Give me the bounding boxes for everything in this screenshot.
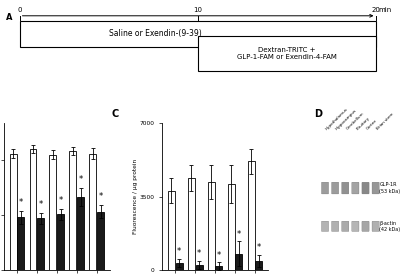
FancyBboxPatch shape [372,221,379,232]
FancyBboxPatch shape [352,182,359,194]
Text: *: * [78,175,83,184]
Bar [236,254,242,270]
Bar [69,151,76,270]
FancyBboxPatch shape [352,221,359,232]
Bar [30,149,36,270]
FancyBboxPatch shape [372,182,379,194]
FancyBboxPatch shape [20,21,376,47]
Bar [89,154,96,270]
Text: A: A [6,13,12,22]
FancyBboxPatch shape [362,182,369,194]
FancyBboxPatch shape [342,182,349,194]
Bar [188,178,195,270]
Text: 20: 20 [372,7,381,13]
Bar [10,154,16,270]
Text: 0: 0 [18,7,22,13]
Text: Brian stem: Brian stem [376,112,394,131]
Bar [50,155,56,270]
Text: D: D [314,109,322,120]
Bar [77,197,84,270]
Bar [216,266,222,270]
FancyBboxPatch shape [322,182,329,194]
FancyBboxPatch shape [332,182,339,194]
Text: 10: 10 [194,7,202,13]
Text: *: * [39,200,43,209]
Text: Hippocampus: Hippocampus [335,108,358,131]
Text: *: * [177,247,181,256]
Text: β-actin
(42 kDa): β-actin (42 kDa) [379,221,400,232]
Bar [168,190,175,270]
Text: Dextran-TRITC +
GLP-1-FAM or Exendin-4-FAM: Dextran-TRITC + GLP-1-FAM or Exendin-4-F… [237,47,337,60]
FancyBboxPatch shape [198,36,376,71]
Text: Cerebellum: Cerebellum [345,111,365,131]
Text: GLP-1R
(53 kDa): GLP-1R (53 kDa) [379,182,400,194]
Text: Pituitary: Pituitary [355,115,370,131]
Text: Cortex: Cortex [366,118,378,131]
Bar [17,217,24,270]
Text: Saline or Exendin-(9-39): Saline or Exendin-(9-39) [109,30,202,38]
Text: Hypothalamus: Hypothalamus [325,107,349,131]
Text: *: * [257,243,261,252]
FancyBboxPatch shape [332,221,339,232]
Text: C: C [112,109,119,120]
Text: *: * [58,196,63,205]
Text: *: * [237,230,241,238]
Text: *: * [217,251,221,259]
Bar [255,261,262,270]
Bar [196,265,202,270]
Text: *: * [19,198,23,207]
FancyBboxPatch shape [342,221,349,232]
Bar [97,212,104,270]
FancyBboxPatch shape [362,221,369,232]
Bar [208,182,215,270]
Bar [228,184,235,270]
Bar [57,214,64,270]
Bar [248,161,254,270]
Bar [37,218,44,270]
Y-axis label: Fluorescence / μg protein: Fluorescence / μg protein [133,159,138,234]
Text: *: * [197,250,201,259]
Text: *: * [98,192,103,201]
Bar [176,263,182,270]
FancyBboxPatch shape [322,221,329,232]
Text: min: min [378,7,392,13]
